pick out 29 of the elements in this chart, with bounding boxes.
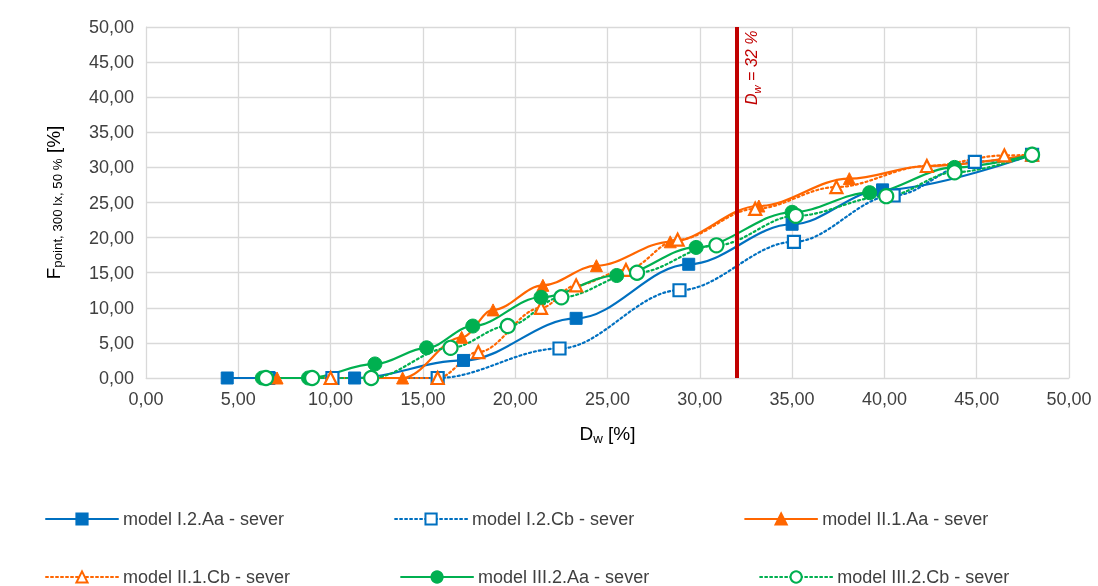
y-tick-label: 5,00 [98, 332, 134, 353]
x-tick-label: 50,00 [1046, 389, 1092, 409]
x-tick-label: 35,00 [769, 389, 815, 409]
y-tick-label: 35,00 [88, 122, 134, 143]
y-tick-label: 45,00 [88, 52, 134, 73]
x-tick-label: 40,00 [861, 389, 907, 409]
y-tick-label: 50,00 [88, 17, 134, 37]
x-tick-label: 0,00 [128, 389, 164, 409]
y-tick-label: 25,00 [88, 192, 134, 213]
x-tick-label: 25,00 [584, 389, 631, 409]
legend-label: model II.1.Cb - sever [123, 567, 291, 586]
legend-label: model III.2.Aa - sever [478, 567, 650, 586]
y-tick-label: 30,00 [88, 157, 134, 178]
y-tick-label: 20,00 [88, 227, 134, 248]
legend-label: model I.2.Cb - sever [472, 509, 635, 529]
y-tick-label: 15,00 [88, 262, 134, 283]
x-tick-label: 20,00 [492, 389, 538, 409]
y-tick-label: 10,00 [88, 297, 134, 318]
legend-label: model II.1.Aa - sever [822, 509, 989, 529]
x-tick-label: 15,00 [400, 389, 446, 409]
y-tick-label: 0,00 [98, 368, 134, 388]
x-tick-label: 45,00 [954, 389, 1000, 409]
x-tick-label: 10,00 [308, 389, 354, 409]
x-tick-label: 5,00 [220, 389, 256, 409]
legend-label: model III.2.Cb - sever [837, 567, 1010, 586]
y-axis-title: Fpoint, 300 lx, 50 % [%] [42, 125, 65, 280]
x-tick-label: 30,00 [677, 389, 723, 409]
legend-label: model I.2.Aa - sever [123, 509, 285, 529]
y-tick-label: 40,00 [88, 87, 134, 108]
